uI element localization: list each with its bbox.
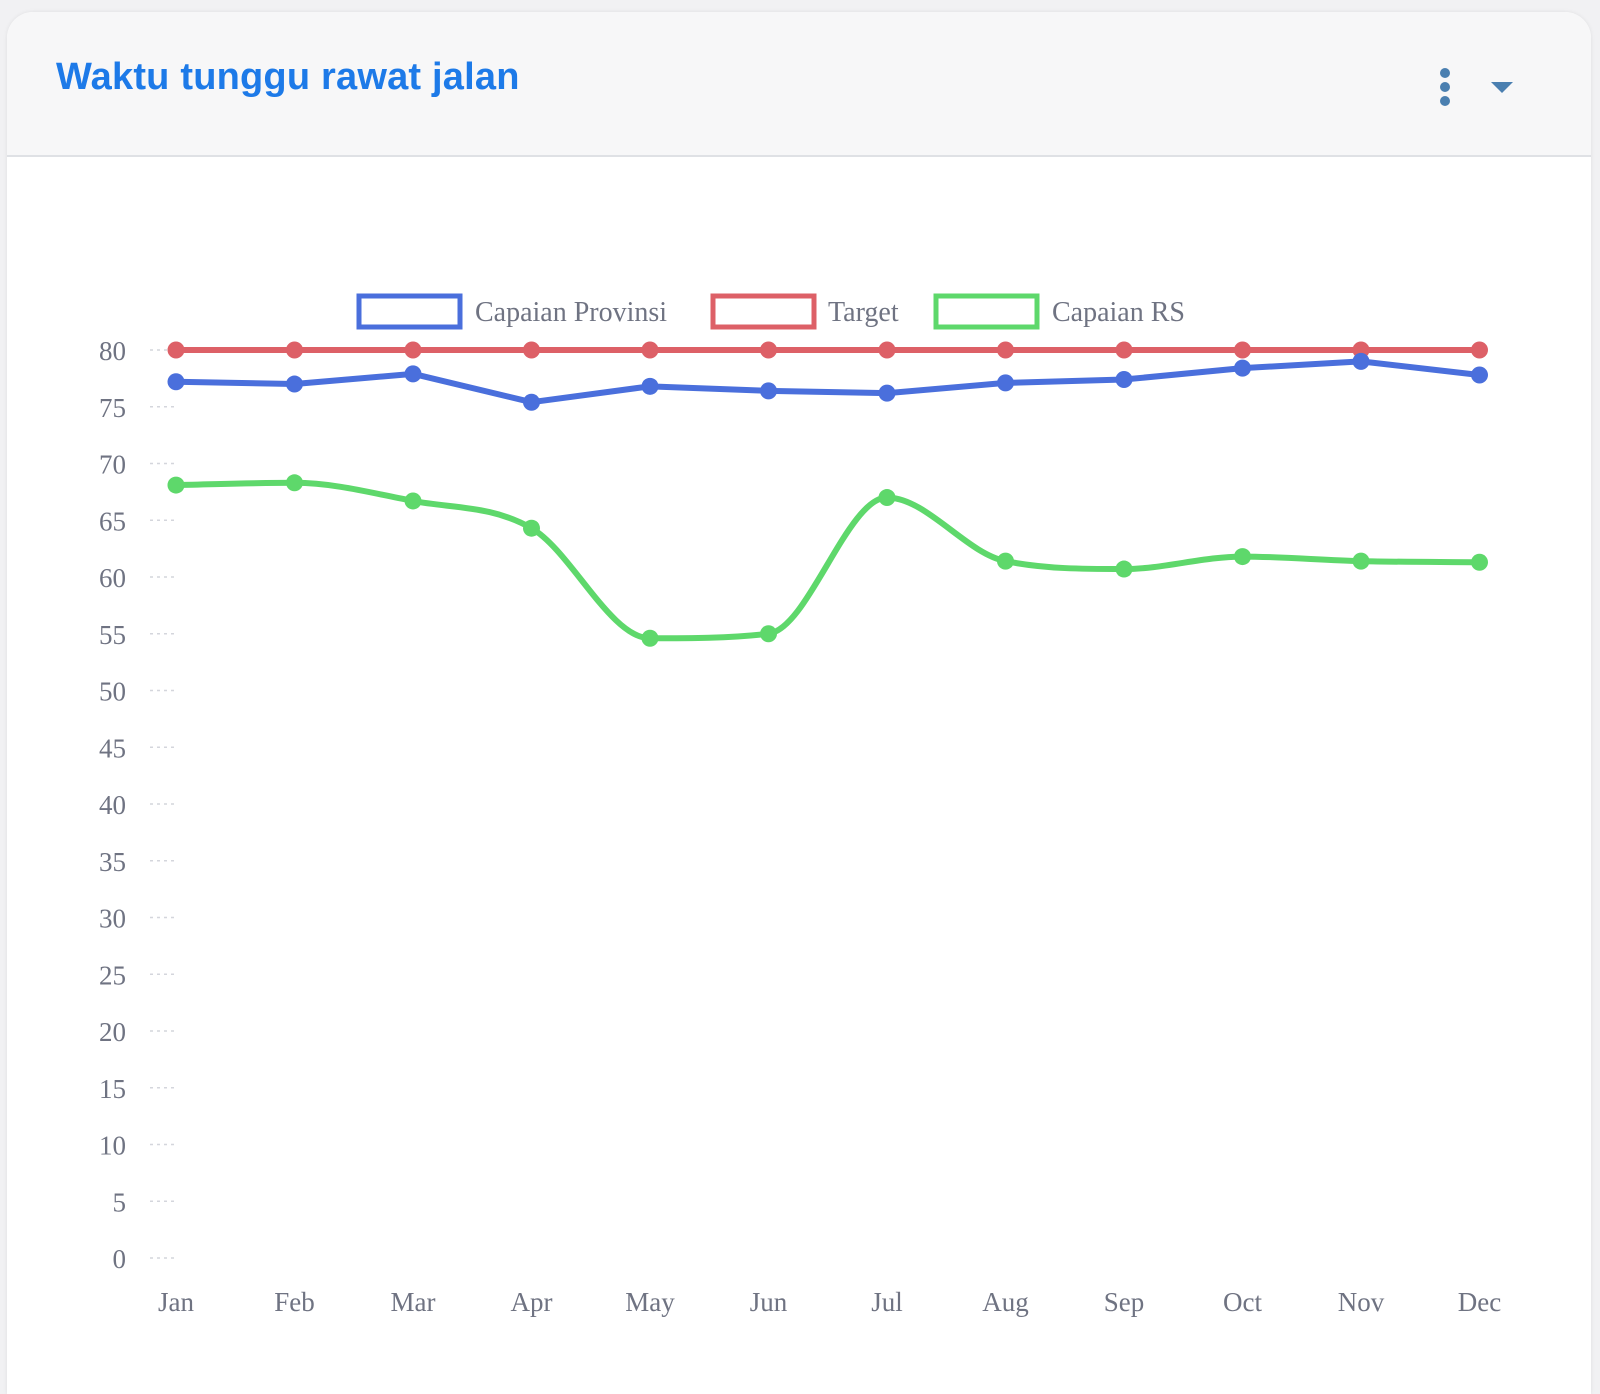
data-point-capaian-provinsi[interactable]	[878, 384, 896, 402]
kebab-menu-icon[interactable]	[1435, 68, 1455, 108]
y-tick-label: 35	[99, 847, 126, 877]
data-point-target[interactable]	[760, 341, 777, 359]
legend-swatch	[933, 293, 1040, 330]
data-point-target[interactable]	[1471, 341, 1488, 359]
data-point-capaian-rs[interactable]	[404, 492, 422, 510]
y-tick-label: 20	[99, 1017, 126, 1047]
data-point-capaian-rs[interactable]	[878, 489, 896, 507]
legend: Capaian Provinsi Target Capaian RS	[356, 293, 1185, 330]
y-tick-label: 10	[99, 1131, 126, 1161]
data-point-capaian-provinsi[interactable]	[641, 377, 659, 395]
data-point-target[interactable]	[523, 341, 540, 359]
data-point-capaian-rs[interactable]	[1115, 560, 1133, 578]
x-tick-label: Jun	[750, 1287, 788, 1317]
caret-down-icon[interactable]	[1485, 78, 1519, 98]
y-tick-label: 80	[99, 336, 126, 366]
y-tick-label: 45	[99, 733, 126, 763]
y-axis: 0 5 10 15 20 25 30 35 40 45 50 55 60 65 70 75 80	[99, 336, 126, 1274]
legend-swatch	[710, 293, 817, 330]
chart-card: Waktu tunggu rawat jalan	[7, 12, 1591, 1394]
data-point-target[interactable]	[1234, 341, 1251, 359]
legend-label: Capaian Provinsi	[475, 297, 667, 328]
y-tick-label: 75	[99, 393, 126, 423]
data-point-target[interactable]	[167, 341, 185, 359]
data-point-target[interactable]	[1115, 341, 1133, 359]
y-tick-label: 65	[99, 506, 126, 536]
legend-label: Target	[828, 297, 899, 328]
y-tick-label: 70	[99, 450, 126, 480]
data-point-capaian-rs[interactable]	[1471, 553, 1488, 571]
y-tick-label: 30	[99, 904, 126, 934]
y-tick-label: 5	[113, 1187, 127, 1217]
y-tick-label: 40	[99, 790, 126, 820]
y-tick-label: 60	[99, 563, 126, 593]
data-point-target[interactable]	[641, 341, 659, 359]
data-point-capaian-rs[interactable]	[523, 519, 540, 537]
x-tick-label: Feb	[274, 1287, 315, 1317]
data-point-capaian-rs[interactable]	[997, 552, 1014, 570]
legend-label: Capaian RS	[1052, 297, 1185, 328]
x-tick-label: Nov	[1338, 1287, 1385, 1317]
legend-item-target[interactable]: Target	[710, 293, 899, 330]
x-tick-label: Aug	[982, 1287, 1029, 1317]
y-tick-label: 55	[99, 620, 126, 650]
data-point-capaian-provinsi[interactable]	[997, 374, 1014, 392]
data-point-capaian-rs[interactable]	[1234, 548, 1251, 566]
data-point-target[interactable]	[286, 341, 303, 359]
series-capaian-rs	[167, 474, 1488, 647]
data-point-capaian-rs[interactable]	[286, 474, 303, 492]
data-point-capaian-rs[interactable]	[167, 476, 185, 494]
data-point-capaian-provinsi[interactable]	[286, 375, 303, 393]
data-point-capaian-provinsi[interactable]	[404, 365, 422, 383]
data-point-capaian-provinsi[interactable]	[1115, 371, 1133, 389]
x-tick-label: Jul	[871, 1287, 903, 1317]
x-tick-label: Dec	[1458, 1287, 1501, 1317]
data-point-capaian-provinsi[interactable]	[760, 382, 777, 400]
series-capaian-provinsi	[167, 352, 1488, 411]
x-tick-label: Oct	[1223, 1287, 1262, 1317]
legend-item-capaian-rs[interactable]: Capaian RS	[933, 293, 1185, 330]
data-point-capaian-provinsi[interactable]	[523, 393, 540, 411]
data-point-capaian-provinsi[interactable]	[167, 373, 185, 391]
series-line-capaian-rs	[173, 479, 1483, 642]
y-tick-label: 0	[113, 1244, 127, 1274]
x-tick-label: Mar	[391, 1287, 436, 1317]
x-tick-label: May	[625, 1287, 675, 1317]
card-title: Waktu tunggu rawat jalan	[56, 56, 520, 98]
series-line-capaian-provinsi	[173, 358, 1483, 406]
y-tick-label: 25	[99, 960, 126, 990]
data-point-target[interactable]	[997, 341, 1014, 359]
x-tick-label: Jan	[158, 1287, 194, 1317]
data-point-capaian-provinsi[interactable]	[1352, 352, 1370, 370]
card-header: Waktu tunggu rawat jalan	[7, 12, 1591, 157]
x-axis: Jan Feb Mar Apr May Jun Jul Aug Sep Oct Nov Dec	[158, 1287, 1501, 1317]
y-tick-label: 50	[99, 677, 126, 707]
data-point-capaian-provinsi[interactable]	[1471, 366, 1488, 384]
data-point-capaian-rs[interactable]	[641, 629, 659, 647]
data-point-target[interactable]	[878, 341, 896, 359]
data-point-capaian-provinsi[interactable]	[1234, 359, 1251, 377]
x-tick-label: Sep	[1104, 1287, 1145, 1317]
legend-swatch	[356, 293, 463, 330]
y-tick-label: 15	[99, 1074, 126, 1104]
legend-item-capaian-provinsi[interactable]: Capaian Provinsi	[356, 293, 667, 330]
data-point-target[interactable]	[404, 341, 422, 359]
data-point-capaian-rs[interactable]	[1352, 552, 1370, 570]
series-layer	[167, 341, 1488, 647]
x-tick-label: Apr	[511, 1287, 553, 1317]
series-target	[167, 341, 1488, 359]
data-point-capaian-rs[interactable]	[760, 625, 777, 643]
